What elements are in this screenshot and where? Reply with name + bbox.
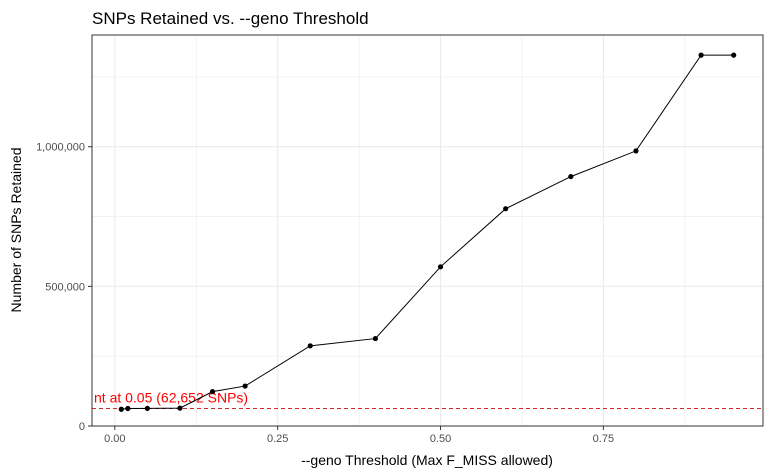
y-tick-label: 0 xyxy=(79,421,85,433)
axes: 0.00 0.25 0.50 0.75 0 500,000 1,000,000 xyxy=(36,142,614,445)
data-point xyxy=(125,405,131,412)
data-point xyxy=(731,52,737,58)
data-point xyxy=(209,389,216,395)
series-group xyxy=(118,52,737,412)
data-point xyxy=(177,405,183,411)
data-point xyxy=(633,148,639,154)
series-line xyxy=(121,54,734,410)
y-tick-label: 500,000 xyxy=(45,281,85,293)
data-point xyxy=(568,173,574,180)
data-point xyxy=(503,206,509,212)
grid xyxy=(92,35,763,427)
data-point xyxy=(372,335,378,342)
x-tick-label: 0.50 xyxy=(430,433,451,445)
data-point xyxy=(307,343,313,349)
data-point xyxy=(242,383,248,389)
x-tick-label: 0.25 xyxy=(267,433,288,445)
data-point xyxy=(698,52,704,58)
x-axis-title: --geno Threshold (Max F_MISS allowed) xyxy=(301,452,553,468)
data-point xyxy=(144,405,150,412)
chart-title: SNPs Retained vs. --geno Threshold xyxy=(92,9,369,28)
reference-line-group: nt at 0.05 (62,652 SNPs) xyxy=(92,390,763,410)
y-axis-title: Number of SNPs Retained xyxy=(8,148,24,313)
data-point xyxy=(118,406,124,412)
x-tick-label: 0.75 xyxy=(593,433,614,445)
x-tick-label: 0.00 xyxy=(104,433,125,445)
panel-border xyxy=(91,34,764,427)
y-tick-label: 1,000,000 xyxy=(36,142,85,154)
reference-annotation: nt at 0.05 (62,652 SNPs) xyxy=(94,390,248,406)
data-point xyxy=(437,264,444,270)
